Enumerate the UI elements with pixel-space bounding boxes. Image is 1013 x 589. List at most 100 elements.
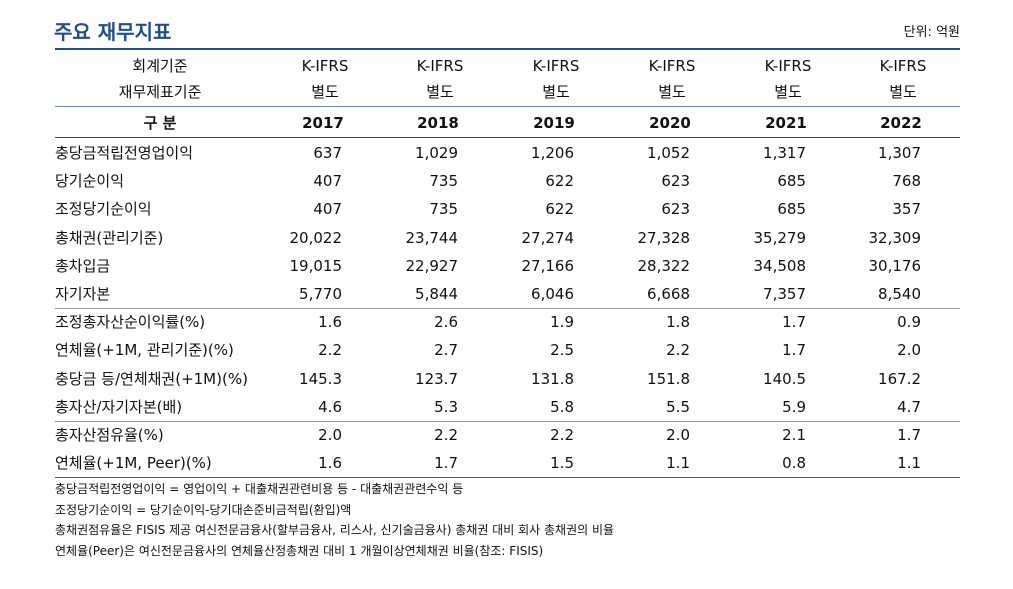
cell: 2.0 [897,341,921,360]
header-cell: 별도 [889,83,917,101]
header-cell: 별도 [658,83,686,101]
header-cell: 별도 [426,83,454,101]
cell: 5,844 [415,285,458,303]
cell: 19,015 [289,256,343,275]
cell: 8,540 [878,285,921,303]
cell: 1,317 [763,144,806,162]
cell: 145.3 [299,369,342,388]
cell: 685 [777,172,806,191]
cell: 4.6 [318,397,342,416]
cell: 1,052 [647,144,690,162]
cell: 2.0 [666,426,690,444]
cell: 407 [313,200,342,219]
cell: 1.7 [782,341,806,360]
cell: 2.1 [782,426,806,444]
header-cell: K-IFRS [879,57,927,75]
header-cell: K-IFRS [764,57,812,75]
row-label: 연체율(+1M, Peer)(%) [55,454,212,473]
title-rule [55,48,960,50]
column-header: 2017 [302,114,344,132]
cell: 1.1 [897,454,921,473]
cell: 1.8 [666,313,690,332]
header-cell: K-IFRS [416,57,464,75]
header-cell: K-IFRS [648,57,696,75]
note: 충당금적립전영업이익 = 영업이익 + 대출채권관련비용 등 - 대출채권관련수… [55,482,464,496]
cell: 1.7 [434,454,458,473]
row-label: 당기순이익 [55,172,125,191]
row-label: 연체율(+1M, 관리기준)(%) [55,341,234,360]
cell: 622 [545,172,574,191]
cell: 2.5 [550,341,574,360]
row-label: 총차입금 [55,256,111,275]
cell: 0.9 [897,313,921,332]
cell: 32,309 [868,228,922,247]
header-cell: K-IFRS [301,57,349,75]
cell: 2.7 [434,341,458,360]
cell: 1,206 [531,144,574,162]
header-rule [55,106,960,107]
cell: 34,508 [753,256,807,275]
cell: 30,176 [868,256,922,275]
cell: 1.6 [318,454,342,473]
column-header: 2020 [649,114,691,132]
cell: 151.8 [647,369,690,388]
cell: 131.8 [531,369,574,388]
cell: 5.8 [550,397,574,416]
cell: 735 [429,200,458,219]
cell: 623 [661,172,690,191]
cell: 1.1 [666,454,690,473]
row-label: 조정총자산순이익률(%) [55,313,206,332]
cell: 2.2 [318,341,342,360]
title: 주요 재무지표 [54,20,172,44]
row-label: 조정당기순이익 [55,200,152,219]
cell: 1.5 [550,454,574,473]
cell: 1,029 [415,144,458,162]
row-label: 총자산점유율(%) [55,426,164,444]
cell: 685 [777,200,806,219]
cell: 357 [892,200,921,219]
cell: 20,022 [289,228,343,247]
cell: 140.5 [763,369,806,388]
note: 조정당기순이익 = 당기순이익-당기대손준비금적립(환입)액 [55,502,352,517]
group-rule [55,420,960,422]
cell: 1.7 [782,313,806,332]
cell: 637 [313,144,342,162]
cell: 23,744 [405,228,459,247]
cell: 0.8 [782,454,806,473]
row-label: 자기자본 [55,285,111,303]
header-label: 재무제표기준 [118,83,202,101]
cell: 2.6 [434,313,458,332]
header-rule [55,137,960,138]
group-rule [55,308,960,309]
cell: 1.9 [550,313,574,332]
column-header: 2019 [533,114,575,132]
group-rule [55,477,960,479]
row-label: 총채권(관리기준) [55,228,164,247]
header-cell: 별도 [311,83,339,101]
cell: 5.9 [782,397,806,416]
cell: 35,279 [753,228,807,247]
column-header: 구 분 [143,114,177,132]
cell: 768 [892,172,921,191]
note: 연체율(Peer)은 여신전문금융사의 연체율산정총채권 대비 1 개월이상연체… [55,543,544,558]
cell: 1,307 [878,144,921,162]
column-header: 2022 [880,114,922,132]
cell: 735 [429,172,458,191]
cell: 7,357 [763,285,806,303]
cell: 1.7 [897,426,921,444]
cell: 2.2 [434,426,458,444]
cell: 27,166 [521,256,575,275]
note: 총채권점유율은 FISIS 제공 여신전문금융사(할부금융사, 리스사, 신기술… [55,523,615,537]
row-label: 총자산/자기자본(배) [55,397,183,416]
row-label: 충당금 등/연체채권(+1M)(%) [55,369,248,388]
cell: 6,046 [531,285,574,303]
column-header: 2018 [417,114,459,132]
cell: 22,927 [405,256,459,275]
cell: 622 [545,200,574,219]
cell: 6,668 [647,285,690,303]
header-cell: K-IFRS [532,57,580,75]
cell: 623 [661,200,690,219]
cell: 5.3 [434,397,458,416]
cell: 5,770 [299,285,342,303]
